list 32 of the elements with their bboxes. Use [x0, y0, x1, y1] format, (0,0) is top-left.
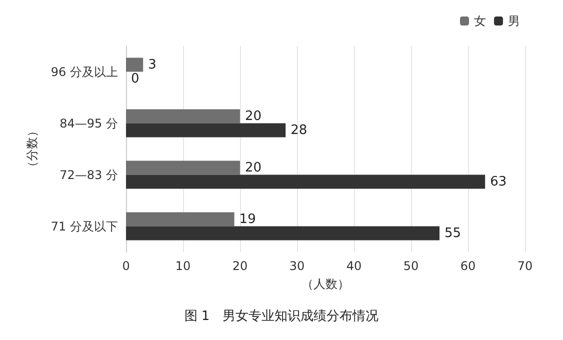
data-label: 0: [131, 71, 140, 86]
y-axis-title: （分数）: [25, 125, 39, 173]
y-tick-label: 72—83 分: [60, 168, 118, 182]
x-tick-label: 70: [517, 259, 533, 273]
x-tick-label: 40: [346, 259, 362, 273]
data-label: 20: [245, 108, 262, 124]
bar: [126, 58, 144, 72]
bar: [126, 109, 240, 124]
data-label: 19: [239, 212, 256, 227]
data-label: 28: [290, 122, 308, 138]
x-tick-label: 60: [460, 259, 476, 273]
legend-label: 女: [474, 14, 486, 28]
data-label: 55: [444, 226, 462, 241]
text: 图 1 男女专业知识成绩分布情况: [184, 309, 379, 324]
bar: [126, 226, 440, 240]
legend-label: 男: [508, 14, 520, 28]
x-tick-label: 30: [289, 259, 305, 273]
data-label: 3: [148, 57, 156, 72]
x-tick-label: 20: [232, 259, 248, 273]
y-tick-label: 84—95 分: [60, 116, 118, 130]
data-label: 20: [245, 160, 262, 176]
bar: [126, 160, 240, 175]
data-label: 63: [490, 174, 507, 190]
y-tick-label: 71 分及以下: [50, 219, 118, 234]
x-tick-label: 0: [122, 259, 130, 273]
bar: [126, 123, 286, 138]
y-tick-label: 96 分及以上: [50, 64, 118, 79]
x-axis-title: （人数）: [302, 277, 350, 291]
x-tick-label: 50: [403, 259, 419, 273]
bar: [126, 174, 486, 189]
bar: [126, 212, 234, 226]
x-tick-label: 10: [175, 259, 191, 273]
